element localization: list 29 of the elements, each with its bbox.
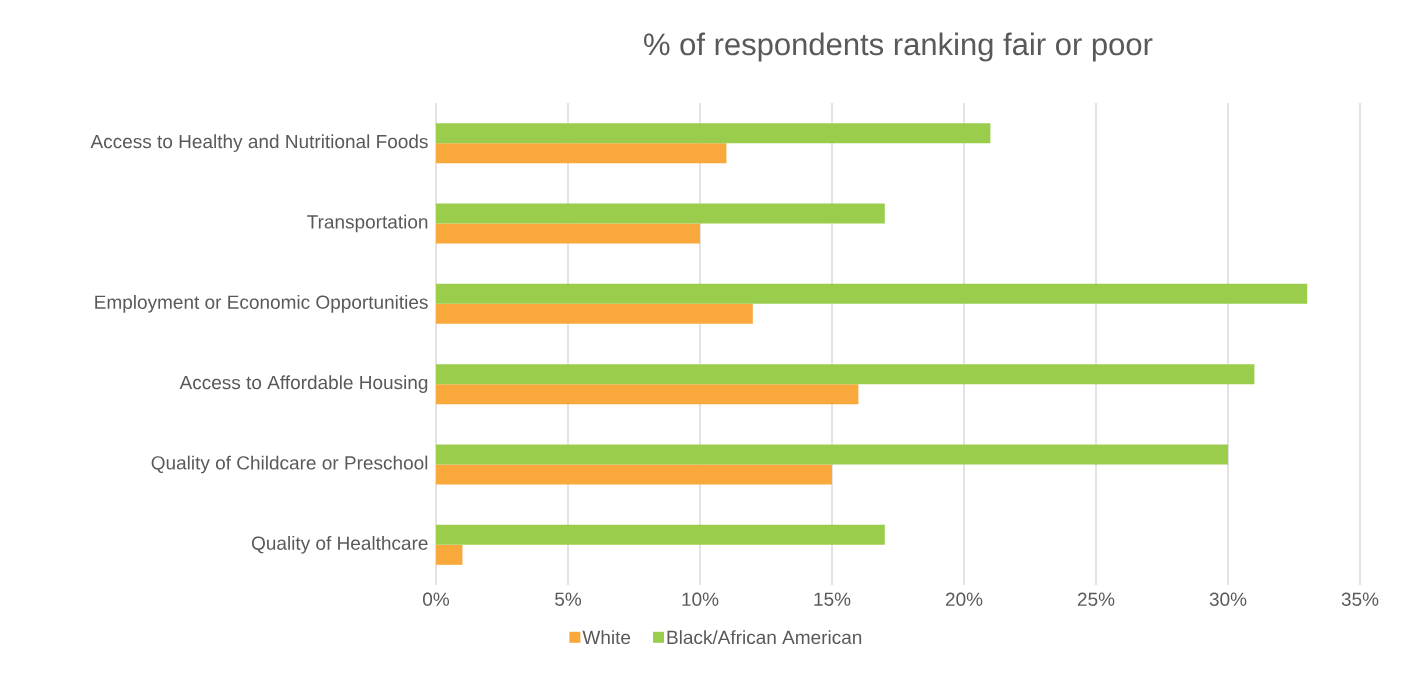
y-tick-label: Employment or Economic Opportunities xyxy=(95,294,428,313)
bar xyxy=(436,464,832,485)
y-tick-label: Access to Affordable Housing xyxy=(179,375,428,394)
bar xyxy=(436,123,991,144)
legend-label: Black/African American xyxy=(667,630,862,645)
x-tick-label: 5% xyxy=(555,592,582,606)
legend-label: White xyxy=(582,630,631,645)
x-tick-label: 35% xyxy=(1341,592,1379,606)
bar xyxy=(436,444,1228,465)
x-tick-label: 0% xyxy=(423,592,450,606)
bar xyxy=(436,384,859,405)
bar xyxy=(436,223,701,244)
bar xyxy=(436,544,463,565)
bar xyxy=(436,524,885,545)
bar xyxy=(436,364,1255,385)
bar xyxy=(436,143,727,164)
x-tick-label: 25% xyxy=(1077,592,1115,606)
y-tick-label: Quality of Childcare or Preschool xyxy=(151,455,428,474)
y-tick-label: Quality of Healthcare xyxy=(251,535,428,554)
bar xyxy=(436,283,1308,304)
x-tick-label: 15% xyxy=(814,592,851,606)
bar xyxy=(436,203,885,224)
x-tick-label: 10% xyxy=(682,592,719,606)
y-tick-label: Access to Healthy and Nutritional Foods xyxy=(90,134,428,153)
x-tick-label: 20% xyxy=(945,592,983,606)
bar xyxy=(436,303,753,324)
chart-title: % of respondents ranking fair or poor xyxy=(644,32,1153,62)
y-tick-label: Transportation xyxy=(307,214,428,233)
x-tick-label: 30% xyxy=(1209,592,1247,606)
